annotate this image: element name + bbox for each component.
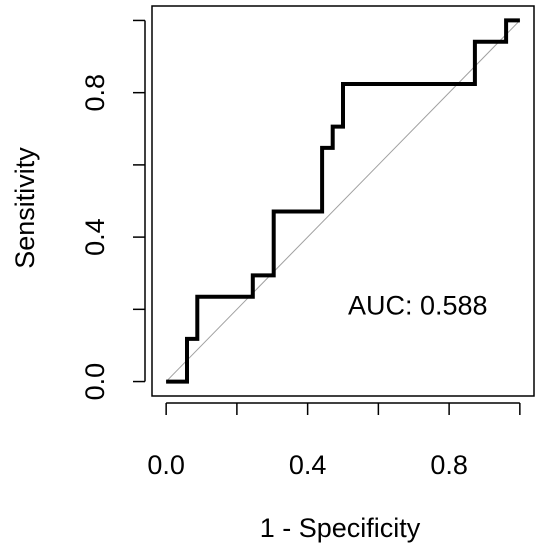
y-tick-label: 0.8 bbox=[80, 74, 110, 112]
x-tick-label: 0.0 bbox=[147, 450, 185, 480]
x-tick-label: 0.4 bbox=[289, 450, 327, 480]
plot-frame bbox=[151, 5, 535, 397]
x-tick-label: 0.8 bbox=[430, 450, 468, 480]
y-tick-label: 0.0 bbox=[80, 363, 110, 401]
roc-curve bbox=[166, 18, 520, 384]
y-axis: 0.0 0.4 0.8 bbox=[80, 19, 146, 401]
diagonal-reference-line bbox=[165, 20, 521, 382]
y-tick-label: 0.4 bbox=[80, 218, 110, 256]
x-axis-title: 1 - Specificity bbox=[260, 513, 421, 543]
auc-annotation: AUC: 0.588 bbox=[348, 290, 488, 320]
x-axis: 0.0 0.4 0.8 bbox=[147, 402, 521, 480]
y-axis-title: Sensitivity bbox=[10, 147, 40, 269]
